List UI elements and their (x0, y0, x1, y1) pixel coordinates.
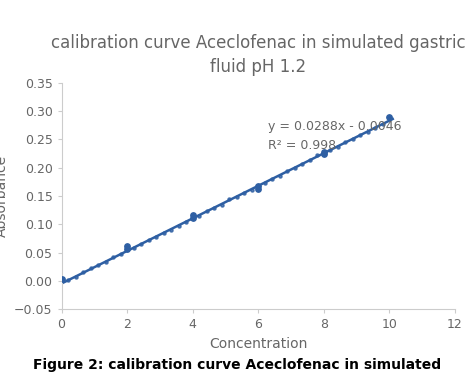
Point (299, 161, 306, 167)
Point (320, 151, 328, 157)
Point (153, 234, 160, 240)
Point (64, 277, 72, 283)
Point (109, 254, 117, 260)
Point (313, 152, 321, 158)
Point (195, 213, 203, 219)
Point (189, 212, 197, 218)
Point (386, 114, 393, 120)
Point (306, 158, 314, 164)
Point (72, 274, 80, 280)
Point (372, 125, 379, 131)
Point (342, 139, 349, 145)
Point (87, 265, 94, 271)
Point (58, 276, 65, 282)
Title: calibration curve Aceclofenac in simulated gastric
fluid pH 1.2: calibration curve Aceclofenac in simulat… (51, 34, 465, 76)
Point (226, 196, 233, 202)
Point (167, 227, 175, 233)
Point (79, 270, 87, 276)
Point (248, 187, 255, 193)
Point (283, 168, 291, 174)
Point (203, 208, 210, 214)
Point (94, 262, 102, 268)
Point (210, 205, 218, 211)
Point (269, 176, 276, 182)
Point (145, 238, 153, 244)
Point (102, 259, 109, 265)
X-axis label: Concentration: Concentration (209, 337, 308, 351)
Point (327, 147, 334, 153)
Point (137, 241, 145, 247)
Point (349, 136, 357, 143)
Point (276, 173, 283, 179)
Text: y = 0.0288x - 0.0046
R² = 0.998: y = 0.0288x - 0.0046 R² = 0.998 (268, 120, 401, 152)
Point (160, 230, 167, 236)
Point (291, 165, 299, 171)
Y-axis label: Absorbance: Absorbance (0, 155, 9, 237)
Point (189, 215, 197, 221)
Point (379, 121, 387, 127)
Point (130, 245, 137, 251)
Point (364, 129, 372, 135)
Point (356, 132, 364, 138)
Point (123, 246, 131, 252)
Point (182, 219, 190, 225)
Point (334, 144, 342, 150)
Point (175, 223, 182, 229)
Point (240, 190, 248, 196)
Point (255, 186, 262, 192)
Point (261, 180, 269, 186)
Point (218, 202, 226, 208)
Text: Figure 2: calibration curve Aceclofenac in simulated: Figure 2: calibration curve Aceclofenac … (33, 359, 441, 372)
Point (233, 193, 241, 199)
Point (320, 149, 328, 155)
Point (117, 251, 124, 257)
Point (123, 244, 131, 250)
Point (255, 184, 262, 190)
